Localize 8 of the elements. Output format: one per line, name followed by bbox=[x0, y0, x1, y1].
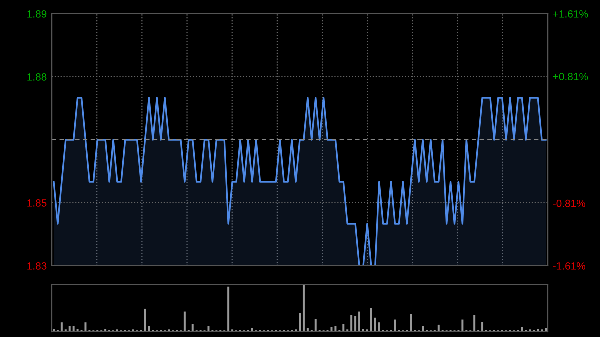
y-tick-label: 1.85 bbox=[28, 200, 47, 207]
y2-tick-label: -1.61% bbox=[553, 262, 586, 270]
y-tick-label: 1.89 bbox=[28, 10, 47, 18]
y2-tick-label: +1.61% bbox=[553, 10, 588, 18]
y2-tick-label: +0.81% bbox=[553, 73, 588, 80]
y-tick-label: 1.83 bbox=[28, 262, 47, 270]
y2-tick-label: -0.81% bbox=[553, 200, 586, 208]
y-tick-label: 1.88 bbox=[28, 74, 47, 81]
